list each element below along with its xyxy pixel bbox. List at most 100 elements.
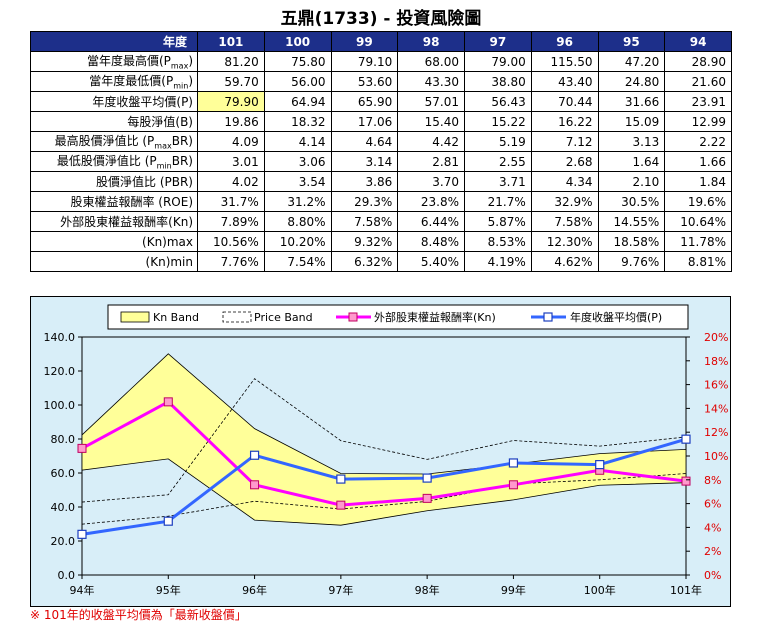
row-label: (Kn)min bbox=[30, 251, 198, 272]
table-cell: 10.20% bbox=[263, 231, 332, 252]
table-cell: 10.56% bbox=[197, 231, 265, 252]
price-point bbox=[681, 434, 691, 444]
table-cell: 2.81 bbox=[397, 151, 465, 172]
header-year: 97 bbox=[464, 31, 532, 52]
table-cell: 56.00 bbox=[263, 71, 332, 92]
table-cell: 1.84 bbox=[664, 171, 732, 192]
table-cell: 3.86 bbox=[330, 171, 399, 192]
table-cell: 23.91 bbox=[664, 91, 732, 112]
table-cell: 2.10 bbox=[597, 171, 666, 192]
table-cell: 6.32% bbox=[330, 251, 399, 272]
table-cell: 7.76% bbox=[197, 251, 265, 272]
table-cell: 29.3% bbox=[330, 191, 399, 212]
table-row: 當年度最高價(Pmax) 81.20 75.80 79.10 68.00 79.00 115… bbox=[30, 51, 732, 72]
table-cell: 1.66 bbox=[664, 151, 732, 172]
left-axis-label: 80.0 bbox=[51, 433, 76, 446]
table-cell: 70.44 bbox=[530, 91, 599, 112]
header-year: 98 bbox=[397, 31, 465, 52]
right-axis-label: 12% bbox=[704, 426, 728, 439]
price-point bbox=[422, 473, 432, 483]
x-axis-label: 98年 bbox=[415, 583, 440, 597]
header-year: 96 bbox=[530, 31, 599, 52]
header-year: 101 bbox=[197, 31, 265, 52]
row-label: 股價淨值比 (PBR) bbox=[30, 171, 198, 192]
table-cell: 6.44% bbox=[397, 211, 465, 232]
table-row: 外部股東權益報酬率(Kn) 7.89% 8.80% 7.58% 6.44% 5.87% 7.… bbox=[30, 211, 732, 232]
table-cell: 64.94 bbox=[263, 91, 332, 112]
table-cell: 15.22 bbox=[464, 111, 532, 132]
table-cell: 15.40 bbox=[397, 111, 465, 132]
table-cell: 2.22 bbox=[664, 131, 732, 152]
table-cell: 17.06 bbox=[330, 111, 399, 132]
page-title: 五鼎(1733) - 投資風險圖 bbox=[280, 9, 482, 29]
table-row: 每股淨值(B) 19.86 18.32 17.06 15.40 15.22 16.22 15.… bbox=[30, 111, 732, 132]
table-cell: 4.09 bbox=[197, 131, 265, 152]
table-row: 股價淨值比 (PBR) 4.02 3.54 3.86 3.70 3.71 4.34 2.10 1… bbox=[30, 171, 732, 192]
table-cell: 19.6% bbox=[664, 191, 732, 212]
legend-price-marker bbox=[543, 312, 553, 322]
price-point bbox=[249, 450, 260, 460]
kn-point bbox=[681, 476, 691, 486]
x-axis-label: 95年 bbox=[156, 583, 181, 597]
header-year: 94 bbox=[664, 31, 732, 52]
table-cell: 9.76% bbox=[597, 251, 666, 272]
table-cell: 56.43 bbox=[464, 91, 532, 112]
right-axis-label: 8% bbox=[704, 474, 721, 487]
price-point bbox=[336, 474, 346, 484]
table-cell: 3.14 bbox=[330, 151, 399, 172]
table-cell: 4.34 bbox=[530, 171, 599, 192]
table-row: 最低股價淨值比 (PminBR) 3.01 3.06 3.14 2.81 2.55 2.68… bbox=[30, 151, 732, 172]
right-axis-label: 18% bbox=[704, 355, 728, 368]
footnote: ※ 101年的收盤平均價為「最新收盤價」 bbox=[30, 608, 247, 622]
right-axis-label: 14% bbox=[704, 402, 728, 415]
right-axis-label: 16% bbox=[704, 379, 728, 392]
table-cell: 19.86 bbox=[197, 111, 265, 132]
table-row: 股東權益報酬率 (ROE) 31.7% 31.2% 29.3% 23.8% 21.7% 32… bbox=[30, 191, 732, 212]
table-cell: 4.62% bbox=[530, 251, 599, 272]
table-cell: 4.19% bbox=[464, 251, 532, 272]
header-year: 100 bbox=[263, 31, 332, 52]
right-axis-label: 10% bbox=[704, 450, 728, 463]
risk-table: 年度 101 100 99 98 97 96 95 94 當年度最高價(Pmax… bbox=[30, 31, 732, 272]
row-label: (Kn)max bbox=[30, 231, 198, 252]
table-cell: 18.58% bbox=[597, 231, 666, 252]
table-cell: 3.71 bbox=[464, 171, 532, 192]
left-axis-label: 100.0 bbox=[44, 399, 76, 412]
table-cell: 8.81% bbox=[664, 251, 732, 272]
table-row: 年度收盤平均價(P) 79.90 64.94 65.90 57.01 56.43 70.44… bbox=[30, 91, 732, 112]
table-cell: 11.78% bbox=[664, 231, 732, 252]
left-axis-label: 120.0 bbox=[44, 365, 76, 378]
kn-line bbox=[81, 400, 687, 507]
table-cell: 5.40% bbox=[397, 251, 465, 272]
table-cell: 31.7% bbox=[197, 191, 265, 212]
table-cell: 43.40 bbox=[530, 71, 599, 92]
table-cell: 65.90 bbox=[330, 91, 399, 112]
table-cell: 15.09 bbox=[597, 111, 666, 132]
x-axis-label: 100年 bbox=[584, 583, 616, 597]
chart-area: 0.0 20.0 40.0 60.0 80.0 100.0 120.0 140.0 0% 2% 4%… bbox=[30, 296, 731, 607]
kn-point bbox=[422, 493, 432, 503]
table-cell: 8.53% bbox=[464, 231, 532, 252]
table-cell: 4.14 bbox=[263, 131, 332, 152]
kn-point bbox=[250, 480, 260, 490]
table-cell: 12.99 bbox=[664, 111, 732, 132]
price-band-upper bbox=[81, 378, 687, 503]
table-cell: 3.06 bbox=[263, 151, 332, 172]
table-cell: 9.32% bbox=[330, 231, 399, 252]
table-cell: 5.19 bbox=[464, 131, 532, 152]
table-cell: 18.32 bbox=[263, 111, 332, 132]
table-cell: 79.00 bbox=[464, 51, 532, 72]
table-cell: 81.20 bbox=[197, 51, 265, 72]
kn-point bbox=[508, 480, 518, 490]
table-cell: 3.13 bbox=[597, 131, 666, 152]
table-cell: 79.10 bbox=[330, 51, 399, 72]
table-cell: 3.01 bbox=[197, 151, 265, 172]
table-cell: 24.80 bbox=[597, 71, 666, 92]
header-year: 99 bbox=[330, 31, 399, 52]
right-axis-label: 0% bbox=[704, 569, 721, 582]
header-year-label: 年度 bbox=[30, 31, 198, 52]
legend-price-band-label: Price Band bbox=[254, 311, 313, 324]
table-cell: 2.55 bbox=[464, 151, 532, 172]
legend-price-label: 年度收盤平均價(P) bbox=[570, 310, 662, 324]
table-cell: 79.90 bbox=[197, 91, 265, 112]
